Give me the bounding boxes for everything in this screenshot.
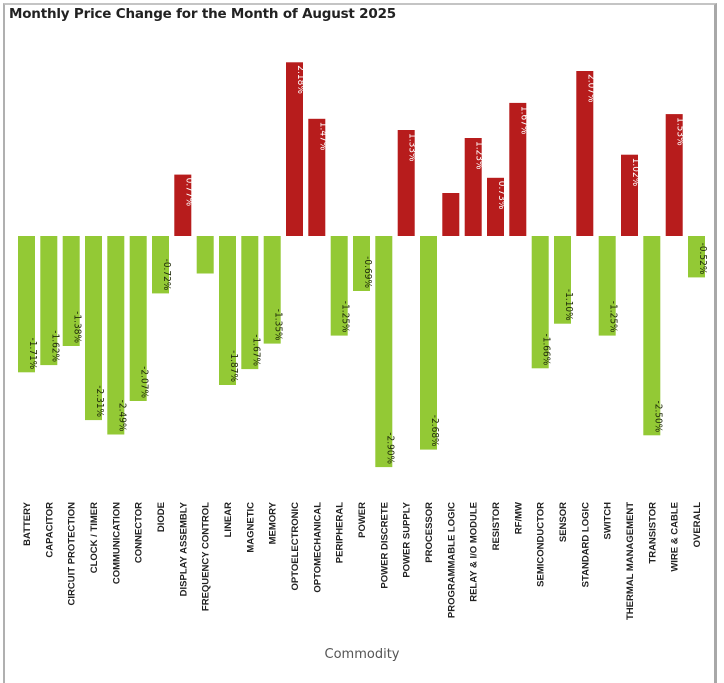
category-label-diode: DIODE bbox=[156, 502, 167, 532]
category-label-linear: LINEAR bbox=[223, 502, 234, 538]
category-label-semiconductor: SEMICONDUCTOR bbox=[536, 502, 547, 587]
bar-overall bbox=[688, 236, 705, 278]
data-label-relay-i-o-module: 1.23% bbox=[474, 141, 485, 170]
category-label-standard-logic: STANDARD LOGIC bbox=[580, 502, 591, 587]
category-label-switch: SWITCH bbox=[603, 502, 614, 540]
data-label-connector: -2.07% bbox=[139, 366, 150, 398]
data-label-power: -0.69% bbox=[362, 256, 373, 288]
x-axis-title: Commodity bbox=[324, 647, 400, 662]
bar-optomechanical bbox=[308, 118, 326, 236]
category-label-capacitor: CAPACITOR bbox=[44, 502, 55, 558]
data-label-power-supply: 1.33% bbox=[407, 133, 418, 162]
category-label-relay-i-o-module: RELAY & I/O MODULE bbox=[469, 502, 480, 602]
category-label-power-discrete: POWER DISCRETE bbox=[379, 502, 390, 589]
data-label-thermal-management: 1.02% bbox=[630, 158, 641, 187]
bar-processor bbox=[420, 236, 437, 450]
data-label-circuit-protection: -1.38% bbox=[72, 311, 83, 343]
data-label-display-assembly: 0.77% bbox=[183, 178, 194, 207]
data-label-optoelectronic: 2.18% bbox=[295, 65, 306, 94]
bar-diode bbox=[152, 236, 169, 294]
data-label-sensor: -1.10% bbox=[563, 289, 574, 321]
data-label-resistor: 0.73% bbox=[496, 181, 507, 210]
bar-communication bbox=[107, 236, 125, 435]
bar-power-discrete bbox=[375, 236, 393, 468]
bar-programmable-logic bbox=[442, 193, 460, 236]
bar-connector bbox=[129, 236, 147, 401]
data-label-battery: -1.71% bbox=[27, 337, 38, 369]
bar-capacitor bbox=[40, 236, 58, 366]
bar-sensor bbox=[554, 236, 571, 324]
bar-wire-cable bbox=[665, 114, 683, 236]
data-labels-group: -1.71% -1.62% -1.38% -2.31% -2.49% -2.07% -0.7… bbox=[27, 65, 708, 464]
bar-transistor bbox=[643, 236, 661, 436]
data-label-standard-logic: 2.07% bbox=[585, 74, 596, 103]
bar-semiconductor bbox=[531, 236, 549, 369]
bar-clock-timer bbox=[85, 236, 102, 421]
bar-circuit-protection bbox=[62, 236, 80, 346]
bar-thermal-management bbox=[621, 154, 638, 236]
category-label-resistor: RESISTOR bbox=[491, 502, 502, 551]
category-label-frequency-control: FREQUENCY CONTROL bbox=[201, 502, 212, 611]
category-label-magnetic: MAGNETIC bbox=[245, 502, 256, 553]
data-label-communication: -2.49% bbox=[116, 400, 127, 432]
category-label-battery: BATTERY bbox=[22, 501, 33, 545]
category-label-peripheral: PERIPHERAL bbox=[335, 502, 346, 563]
category-label-programmable-logic: PROGRAMMABLE LOGIC bbox=[446, 502, 457, 618]
category-label-processor: PROCESSOR bbox=[424, 502, 435, 563]
data-label-wire-cable: 1.53% bbox=[675, 117, 686, 146]
chart-frame bbox=[3, 3, 717, 683]
category-label-thermal-management: THERMAL MANAGEMENT bbox=[625, 502, 636, 620]
bar-switch bbox=[598, 236, 616, 336]
category-labels-group: BATTERY CAPACITOR CIRCUIT PROTECTION CLOCK … bbox=[22, 501, 703, 620]
category-label-transistor: TRANSISTOR bbox=[647, 502, 658, 564]
data-label-linear: -1.87% bbox=[228, 350, 239, 382]
data-label-rf-mw: 1.67% bbox=[518, 106, 529, 135]
bar-resistor bbox=[487, 177, 504, 236]
bar-linear bbox=[219, 236, 236, 385]
bar-optoelectronic bbox=[286, 62, 303, 236]
category-label-power-supply: POWER SUPPLY bbox=[402, 501, 413, 577]
category-label-optomechanical: OPTOMECHANICAL bbox=[312, 502, 323, 593]
category-label-clock-timer: CLOCK / TIMER bbox=[89, 502, 100, 573]
category-label-overall: OVERALL bbox=[692, 502, 703, 548]
bar-memory bbox=[263, 236, 281, 344]
data-label-overall: -0.52% bbox=[697, 243, 708, 275]
category-label-memory: MEMORY bbox=[268, 501, 279, 544]
data-label-processor: -2.68% bbox=[429, 415, 440, 447]
category-label-wire-cable: WIRE & CABLE bbox=[670, 502, 681, 572]
category-label-connector: CONNECTOR bbox=[134, 502, 145, 563]
category-label-communication: COMMUNICATION bbox=[111, 502, 122, 584]
data-label-optomechanical: 1.47% bbox=[317, 122, 328, 151]
data-label-magnetic: -1.67% bbox=[250, 334, 261, 366]
data-label-transistor: -2.50% bbox=[652, 400, 663, 432]
bar-power-supply bbox=[397, 130, 415, 236]
bar-magnetic bbox=[241, 236, 259, 370]
category-label-optoelectronic: OPTOELECTRONIC bbox=[290, 502, 301, 591]
data-label-clock-timer: -2.31% bbox=[94, 385, 105, 417]
category-label-rf-mw: RF/MW bbox=[513, 502, 524, 534]
bar-peripheral bbox=[330, 236, 348, 336]
bar-display-assembly bbox=[174, 174, 192, 236]
bar-battery bbox=[18, 236, 35, 373]
data-label-capacitor: -1.62% bbox=[49, 330, 60, 362]
category-label-display-assembly: DISPLAY ASSEMBLY bbox=[178, 501, 189, 596]
data-label-switch: -1.25% bbox=[608, 301, 619, 333]
bar-rf-mw bbox=[509, 102, 527, 237]
category-label-circuit-protection: CIRCUIT PROTECTION bbox=[67, 502, 78, 606]
data-label-memory: -1.35% bbox=[273, 309, 284, 341]
bars-group bbox=[18, 62, 705, 468]
bar-standard-logic bbox=[576, 71, 594, 236]
data-label-diode: -0.72% bbox=[161, 259, 172, 291]
data-label-power-discrete: -2.90% bbox=[384, 432, 395, 464]
bar-power bbox=[353, 236, 370, 291]
category-label-power: POWER bbox=[357, 502, 368, 538]
category-label-sensor: SENSOR bbox=[558, 502, 569, 542]
chart-title: Monthly Price Change for the Month of Au… bbox=[9, 6, 396, 22]
data-label-semiconductor: -1.66% bbox=[541, 333, 552, 365]
data-label-peripheral: -1.25% bbox=[340, 301, 351, 333]
bar-relay-i-o-module bbox=[464, 138, 482, 236]
bar-frequency-control bbox=[196, 236, 214, 274]
